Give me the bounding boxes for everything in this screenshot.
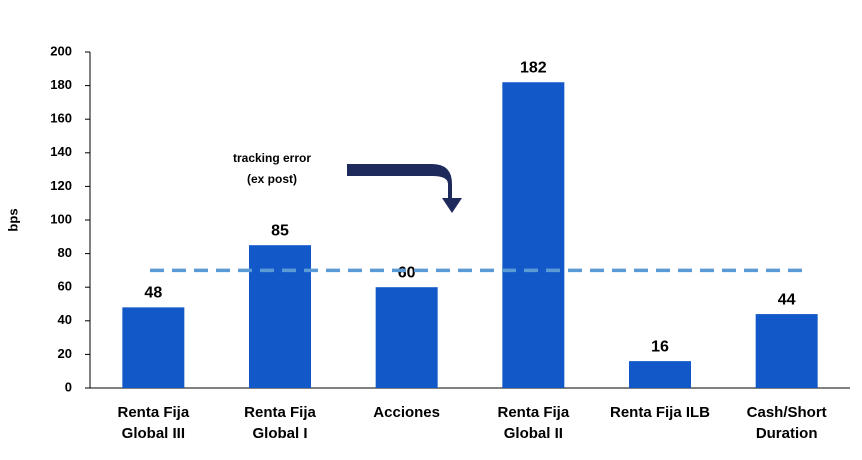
y-tick-label: 40 — [58, 312, 72, 327]
bar — [122, 307, 185, 388]
x-tick-label: Renta Fija ILB — [609, 404, 710, 421]
y-tick-label: 140 — [50, 144, 72, 159]
x-tick-label: Renta Fija Global III — [117, 404, 190, 442]
y-tick-label: 200 — [50, 43, 72, 58]
data-label: 60 — [398, 264, 416, 281]
annotation-arrow — [347, 164, 462, 213]
annotation-box — [205, 145, 345, 195]
x-tick-label: Renta Fija Global I — [244, 404, 316, 442]
y-tick-label: 60 — [58, 279, 72, 294]
y-tick-label: 180 — [50, 77, 72, 92]
y-tick-label: 120 — [50, 178, 72, 193]
y-tick-label: 80 — [58, 245, 72, 260]
data-label: 85 — [271, 222, 289, 239]
bar — [375, 287, 438, 388]
y-axis-label: bps — [5, 208, 20, 231]
data-label: 16 — [651, 338, 669, 355]
y-tick-label: 100 — [50, 211, 72, 226]
bar — [502, 82, 565, 389]
annotation: (ex post) — [247, 172, 297, 186]
data-label: 48 — [144, 285, 162, 302]
y-tick-label: 160 — [50, 111, 72, 126]
y-tick-label: 0 — [65, 379, 72, 394]
x-tick-label: Cash/Short Duration — [746, 404, 827, 442]
data-label: 44 — [778, 291, 796, 308]
bar — [755, 314, 818, 388]
bar — [249, 245, 311, 388]
x-tick-label: Renta Fija Global II — [497, 404, 570, 442]
bar — [629, 361, 691, 388]
annotation: tracking error — [233, 151, 311, 165]
data-label: 182 — [520, 59, 547, 76]
x-tick-label: Acciones — [373, 404, 440, 421]
y-tick-label: 20 — [58, 346, 72, 361]
